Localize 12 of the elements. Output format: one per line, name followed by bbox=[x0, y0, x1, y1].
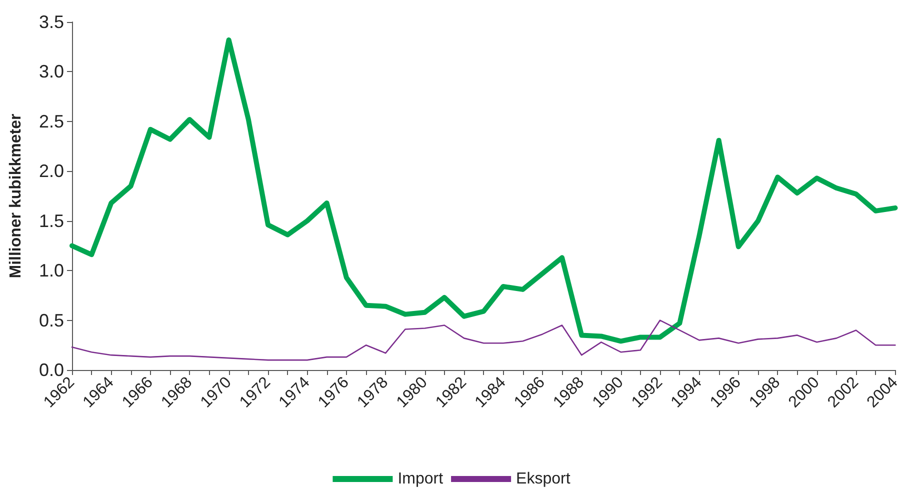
line-series bbox=[71, 320, 896, 361]
y-tick-label: 2.5 bbox=[38, 111, 64, 132]
y-tick-label: 3.0 bbox=[38, 62, 64, 82]
y-axis-title: Millioner kubikkmeter bbox=[8, 114, 24, 278]
legend-label: Import bbox=[398, 470, 444, 488]
y-tick-label: 2.0 bbox=[38, 161, 64, 182]
legend-label: Eksport bbox=[516, 470, 571, 488]
y-tick-label: 0.5 bbox=[38, 310, 64, 330]
y-tick-label: 3.5 bbox=[38, 12, 64, 32]
y-tick-label: 0.0 bbox=[38, 360, 64, 380]
y-tick-label: 1.0 bbox=[38, 260, 64, 281]
y-tick-label: 1.5 bbox=[38, 210, 64, 231]
